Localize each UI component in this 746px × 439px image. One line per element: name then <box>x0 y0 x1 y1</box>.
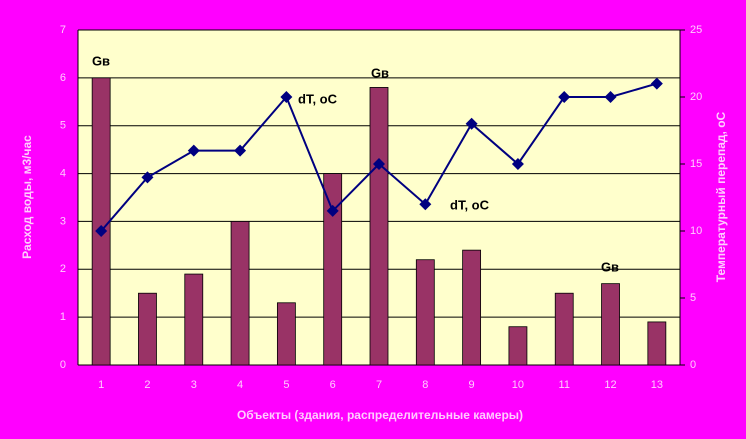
x-tick-label: 11 <box>559 379 570 391</box>
y2-tick-label: 25 <box>690 24 702 36</box>
marker <box>465 117 478 130</box>
y2-tick-label: 0 <box>690 359 696 371</box>
bar <box>415 259 435 366</box>
x-axis-title: Объекты (здания, распределительные камер… <box>237 408 523 422</box>
x-tick-label: 1 <box>98 379 104 391</box>
marker <box>604 91 617 103</box>
x-tick-label: 3 <box>191 379 197 391</box>
bar <box>184 273 204 366</box>
annotation: dT, oC <box>450 197 490 212</box>
x-tick-label: 9 <box>469 379 475 391</box>
x-tick-label: 12 <box>604 379 616 391</box>
marker <box>141 171 154 184</box>
marker <box>234 144 247 157</box>
y2-tick-label: 5 <box>690 292 696 304</box>
bar <box>276 302 296 366</box>
y2-tick-label: 10 <box>690 225 702 237</box>
bar <box>647 321 667 366</box>
x-tick-label: 2 <box>144 379 150 391</box>
marker <box>650 77 663 90</box>
annotation: dT, oC <box>298 91 338 106</box>
annotation: Gв <box>601 259 619 274</box>
y-tick-label: 0 <box>60 359 66 371</box>
y2-axis-title: Температурный перепад, оС <box>714 111 728 282</box>
x-tick-label: 10 <box>512 379 524 391</box>
bar <box>91 77 111 366</box>
annotation: Gв <box>371 65 389 80</box>
marker <box>558 91 571 103</box>
y-tick-label: 2 <box>60 263 66 275</box>
y-tick-label: 3 <box>60 215 66 227</box>
x-tick-label: 8 <box>422 379 428 391</box>
bar <box>369 87 389 366</box>
bar <box>601 283 620 366</box>
y-tick-label: 4 <box>60 167 66 179</box>
y-tick-label: 7 <box>60 24 66 36</box>
bar <box>230 221 250 366</box>
marker <box>511 158 524 170</box>
x-tick-label: 4 <box>237 379 243 391</box>
bar <box>138 292 157 366</box>
x-tick-label: 13 <box>651 379 663 391</box>
y-tick-label: 1 <box>60 311 66 323</box>
marker <box>373 158 385 170</box>
x-tick-label: 5 <box>283 379 289 391</box>
marker <box>419 198 432 211</box>
bar <box>554 292 574 366</box>
marker <box>187 144 200 157</box>
y-axis-title: Расход воды, м3/час <box>20 135 34 259</box>
annotation: Gв <box>92 53 110 68</box>
x-tick-label: 7 <box>376 379 382 391</box>
y-tick-label: 6 <box>60 72 66 84</box>
marker <box>280 91 293 103</box>
bar <box>323 173 343 366</box>
y2-tick-label: 15 <box>690 158 702 170</box>
marker <box>95 225 108 237</box>
y-tick-label: 5 <box>60 120 66 132</box>
marker <box>326 204 339 217</box>
x-tick-label: 6 <box>330 379 336 391</box>
bar <box>508 326 528 366</box>
bar <box>462 249 482 366</box>
y2-tick-label: 20 <box>690 91 702 103</box>
